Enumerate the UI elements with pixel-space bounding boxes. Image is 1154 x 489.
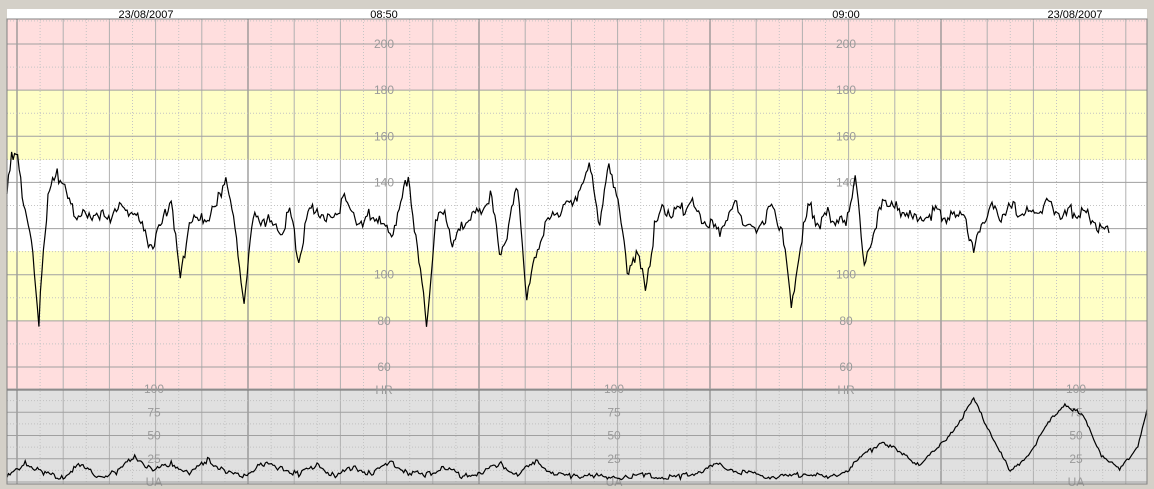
ua-tick-label: 50 — [1069, 429, 1083, 443]
fhr-tick-label: 140 — [836, 175, 856, 189]
fhr-tick-label: 60 — [839, 360, 853, 374]
fhr-tick-label: 180 — [836, 83, 856, 97]
fhr-axis-label: HR — [375, 383, 393, 397]
fhr-tick-label: 200 — [374, 37, 394, 51]
ua-axis-label: UA — [146, 475, 163, 489]
chart-border — [6, 18, 1148, 485]
fhr-axis-label: HR — [837, 383, 855, 397]
fhr-zone-red-bottom — [7, 321, 1147, 390]
ua-tick-label: 50 — [607, 429, 621, 443]
fhr-tick-label: 160 — [374, 129, 394, 143]
fhr-tick-label: 100 — [374, 268, 394, 282]
header-date-left: 23/08/2007 — [118, 9, 173, 21]
ua-tick-label: 25 — [1069, 452, 1083, 466]
fhr-tick-label: 140 — [374, 175, 394, 189]
fhr-tick-label: 100 — [836, 268, 856, 282]
scale-labels: 200 180 160 140 100 80 60 HR 200 180 160 140 100 80 60… — [144, 37, 1086, 489]
fhr-tick-label: 60 — [377, 360, 391, 374]
ua-tick-label: 100 — [144, 382, 164, 396]
ua-tick-label: 100 — [604, 382, 624, 396]
ua-axis-label: UA — [1068, 475, 1085, 489]
fhr-zone-yellow-upper — [7, 90, 1147, 160]
fhr-trace — [6, 151, 1110, 327]
fhr-tick-label: 160 — [836, 129, 856, 143]
ua-tick-label: 25 — [147, 452, 161, 466]
header-time-2: 09:00 — [832, 9, 860, 21]
toco-background — [7, 390, 1147, 484]
fhr-tick-label: 180 — [374, 83, 394, 97]
header-bar — [7, 9, 1147, 19]
ua-tick-label: 100 — [1066, 382, 1086, 396]
ua-tick-label: 25 — [607, 452, 621, 466]
header-date-right: 23/08/2007 — [1047, 9, 1102, 21]
ua-tick-label: 75 — [607, 405, 621, 419]
fhr-zones — [7, 19, 1147, 390]
fhr-tick-label: 80 — [839, 314, 853, 328]
fhr-zone-yellow-lower — [7, 251, 1147, 321]
ua-tick-label: 75 — [1069, 405, 1083, 419]
ua-trace — [6, 396, 1148, 482]
ua-tick-label: 50 — [147, 429, 161, 443]
fhr-tick-label: 80 — [377, 314, 391, 328]
ua-tick-label: 75 — [147, 405, 161, 419]
fhr-zone-red-top — [7, 19, 1147, 90]
grid — [7, 19, 1147, 484]
fhr-tick-label: 200 — [836, 37, 856, 51]
header-time-1: 08:50 — [370, 9, 398, 21]
